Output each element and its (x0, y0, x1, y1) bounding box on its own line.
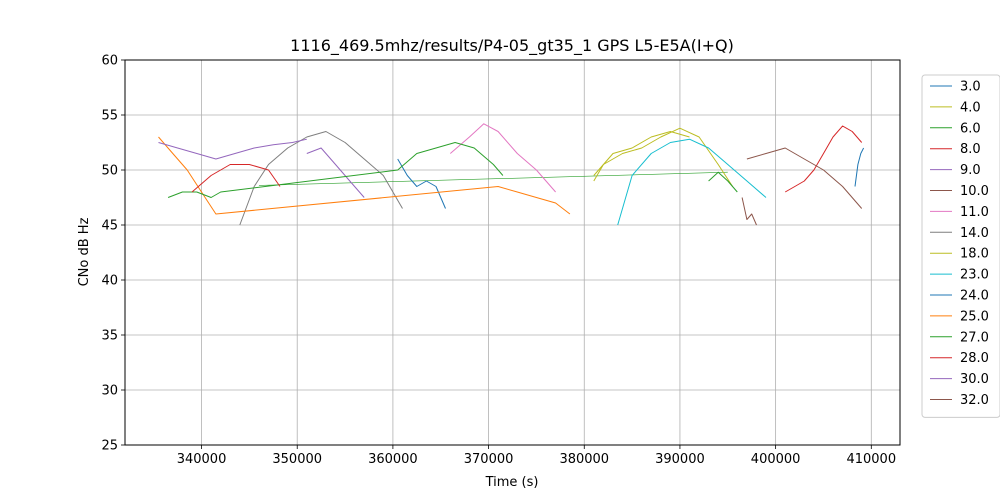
x-tick-label: 380000 (559, 452, 609, 467)
legend-entry-label: 18.0 (960, 247, 989, 262)
series-line-30.0 (158, 138, 307, 160)
legend-entry-label: 32.0 (960, 393, 989, 408)
y-tick-label: 30 (101, 384, 118, 399)
y-tick-label: 45 (101, 219, 118, 234)
series-line-27.0 (167, 142, 504, 198)
chart-title: 1116_469.5mhz/results/P4-05_gt35_1 GPS L… (290, 36, 734, 56)
y-axis-label: CNo dB Hz (77, 217, 92, 286)
series-line-28.0 (191, 164, 281, 193)
legend: 3.0 4.0 6.0 8.0 9.0 10.0 11.0 14.0 18.0 23.0 24.0 2… (921, 74, 1000, 418)
series-line-9.0 (306, 147, 365, 198)
legend-entry-label: 24.0 (960, 289, 989, 304)
series-line-10.0 (746, 147, 863, 209)
series-line-11.0 (449, 123, 556, 193)
series-line-18.0 (593, 131, 690, 176)
series-line-24.0 (397, 158, 446, 209)
legend-entry-label: 27.0 (960, 330, 989, 345)
series-line-25.0 (158, 136, 571, 215)
x-tick-label: 340000 (177, 452, 227, 467)
grid (125, 59, 900, 446)
x-tick-label: 360000 (368, 452, 418, 467)
series-line-3.0 (854, 147, 865, 187)
y-tick-label: 55 (101, 109, 118, 124)
ticks: 340000 350000 360000 370000 380000 390000 4000… (101, 54, 896, 468)
x-tick-label: 350000 (272, 452, 322, 467)
legend-entry-label: 6.0 (960, 121, 981, 136)
legend-entry-label: 3.0 (960, 80, 981, 95)
x-tick-label: 370000 (464, 452, 514, 467)
x-tick-label: 410000 (846, 452, 896, 467)
series-line-8.0 (784, 125, 863, 193)
legend-entry-label: 11.0 (960, 205, 989, 220)
series-line-14.0 (239, 131, 403, 226)
legend-entry-label: 28.0 (960, 351, 989, 366)
y-tick-label: 60 (101, 54, 118, 69)
legend-entry-label: 25.0 (960, 309, 989, 324)
plot-frame (124, 59, 901, 446)
series-layer (158, 123, 865, 226)
y-tick-label: 35 (101, 329, 118, 344)
y-tick-label: 25 (101, 439, 118, 454)
legend-box (921, 74, 1000, 418)
series-connector-line (258, 171, 728, 186)
series-line-23.0 (617, 138, 767, 226)
y-tick-label: 40 (101, 274, 118, 289)
series-line-32.0 (741, 197, 757, 226)
y-tick-label: 50 (101, 164, 118, 179)
legend-entry-label: 10.0 (960, 184, 989, 199)
legend-entry-label: 23.0 (960, 268, 989, 283)
x-axis-label: Time (s) (485, 475, 539, 490)
series-line-4.0 (593, 127, 734, 187)
legend-entry-label: 30.0 (960, 372, 989, 387)
series-line-6.0 (708, 171, 738, 193)
legend-entry-label: 4.0 (960, 100, 981, 115)
x-tick-label: 390000 (655, 452, 705, 467)
legend-entry-label: 8.0 (960, 142, 981, 157)
x-tick-label: 400000 (751, 452, 801, 467)
legend-entry-label: 9.0 (960, 163, 981, 178)
legend-entry-label: 14.0 (960, 226, 989, 241)
